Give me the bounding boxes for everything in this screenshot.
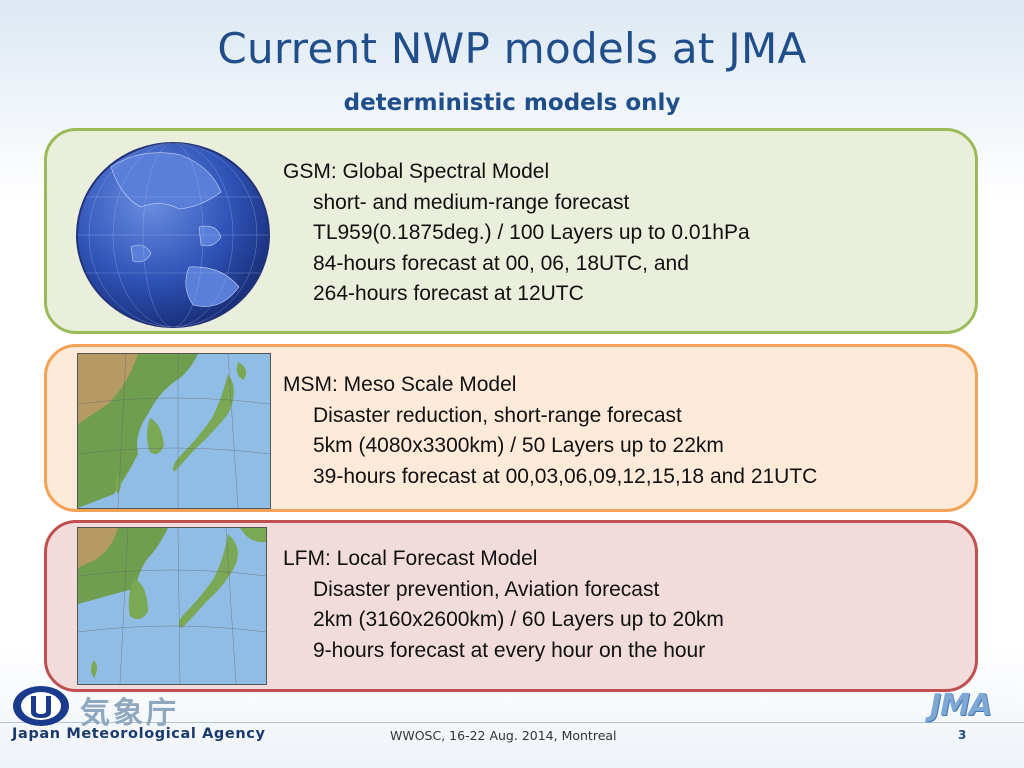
gsm-description: GSM: Global Spectral Model short- and me… — [283, 157, 750, 310]
gsm-line: 84-hours forecast at 00, 06, 18UTC, and — [313, 251, 689, 275]
lfm-line: 9-hours forecast at every hour on the ho… — [313, 638, 706, 662]
lfm-line: Disaster prevention, Aviation forecast — [313, 577, 660, 601]
globe-image — [76, 142, 270, 328]
gsm-line: 264-hours forecast at 12UTC — [313, 282, 584, 305]
gsm-panel: GSM: Global Spectral Model short- and me… — [44, 128, 978, 334]
msm-line: 5km (4080x3300km) / 50 Layers up to 22km — [313, 434, 724, 457]
gsm-line: TL959(0.1875deg.) / 100 Layers up to 0.0… — [313, 221, 750, 244]
slide-subtitle: deterministic models only — [343, 90, 681, 116]
msm-domain-map — [77, 353, 271, 509]
agency-kanji: 気象庁 — [80, 696, 179, 731]
footer-divider — [0, 722, 1024, 723]
lfm-description: LFM: Local Forecast Model Disaster preve… — [283, 544, 724, 666]
jma-logo-text: JMA — [930, 688, 992, 723]
lfm-heading: LFM: Local Forecast Model — [283, 547, 538, 570]
jma-emblem-icon — [13, 686, 69, 726]
gsm-heading: GSM: Global Spectral Model — [283, 160, 550, 183]
msm-heading: MSM: Meso Scale Model — [283, 373, 517, 396]
gsm-line: short- and medium-range forecast — [313, 190, 630, 214]
lfm-domain-map — [77, 527, 267, 685]
lfm-panel: LFM: Local Forecast Model Disaster preve… — [44, 520, 978, 692]
jma-agency-logo: 気象庁 Japan Meteorological Agency — [10, 684, 265, 746]
lfm-line: 2km (3160x2600km) / 60 Layers up to 20km — [313, 608, 724, 631]
slide-title: Current NWP models at JMA — [217, 24, 807, 73]
footer-event: WWOSC, 16-22 Aug. 2014, Montreal — [390, 728, 617, 743]
msm-panel: MSM: Meso Scale Model Disaster reduction… — [44, 344, 978, 512]
msm-line: Disaster reduction, short-range forecast — [313, 403, 682, 427]
page-number: 3 — [958, 728, 967, 742]
msm-line: 39-hours forecast at 00,03,06,09,12,15,1… — [313, 464, 818, 488]
agency-english-name: Japan Meteorological Agency — [12, 726, 266, 742]
msm-description: MSM: Meso Scale Model Disaster reduction… — [283, 370, 817, 492]
